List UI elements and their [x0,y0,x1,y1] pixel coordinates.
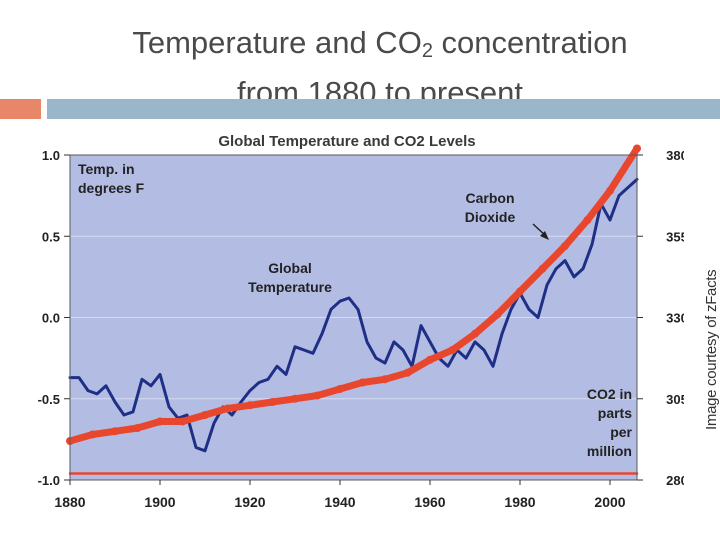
series-point [358,378,367,387]
y-right-tick-label: 305 [666,392,684,407]
y-left-tick-label: 0.0 [42,311,60,326]
annotation-global-temperature: Global [268,260,312,276]
series-point [471,329,479,338]
annotation-carbon-dioxide: Carbon [466,190,515,206]
series-point [538,264,547,273]
y-right-tick-label: 380 [666,148,684,163]
series-point [88,430,97,439]
accent-bar-orange [0,99,41,119]
annotation-arrowhead [540,231,549,240]
y-right-tick-label: 280 [666,473,684,488]
annotation-global-temperature: Temperature [248,279,332,295]
title-subscript: 2 [421,40,433,62]
series-point [561,242,569,250]
series-point [268,398,277,406]
y-left-tick-label: -1.0 [38,473,60,488]
series-point [336,385,344,393]
series-group [66,144,641,475]
y-right-tick-label: 330 [666,311,684,326]
chart-container: Global Temperature and CO2 Levels 1.0 0.5… [20,124,684,526]
series-point [201,411,209,419]
x-tick-label: 1880 [54,494,85,510]
series-point [426,355,434,364]
series-point [448,346,457,354]
credit-text: Image courtesy of zFacts [703,269,720,430]
series-point [403,368,412,377]
x-tick-label: 1940 [324,494,355,510]
series-point [111,427,119,436]
y-right-axis-label: per [610,424,632,440]
title-text-b: concentration [432,25,628,60]
x-tick-label: 1900 [144,494,175,510]
title-text-a: Temperature and CO [132,25,422,60]
series-line-1 [68,177,639,453]
y-right-axis-label: parts [598,405,632,421]
slide-title-line1: Temperature and CO2 concentration [60,22,700,72]
series-point [516,287,524,296]
series-point [178,417,187,426]
y-left-tick-label: 1.0 [42,148,60,163]
y-right-tick-label: 355 [666,229,684,244]
series-point [606,186,614,195]
y-left-tick-label: 0.5 [42,229,60,244]
series-point [291,394,299,403]
series-point [633,144,641,153]
x-tick-label: 2000 [594,494,625,510]
axes-group: 1.0 0.5 0.0 -0.5 -1.0 380 355 330 305 280 1880 1900… [38,148,684,510]
y-left-axis-label: degrees F [78,180,145,196]
chart-svg: Global Temperature and CO2 Levels 1.0 0.5… [20,124,684,526]
annotations-group: Temp. in degrees F CO2 in parts per million Ca… [78,161,633,459]
chart-title: Global Temperature and CO2 Levels [218,133,475,150]
x-tick-label: 1980 [504,494,535,510]
series-point [133,424,142,432]
y-left-tick-label: -0.5 [38,392,60,407]
series-point [381,375,389,384]
series-point [583,216,592,224]
series-point [313,391,322,400]
series-point [493,310,502,319]
series-point [246,401,254,410]
y-left-axis-label: Temp. in [78,161,135,177]
annotation-carbon-dioxide: Dioxide [465,209,516,225]
x-tick-label: 1960 [414,494,445,510]
series-point [156,417,164,426]
y-right-axis-label: million [587,443,632,459]
x-tick-label: 1920 [234,494,265,510]
accent-bar-blue [47,99,720,119]
y-right-axis-label: CO2 in [587,386,632,402]
slide-title: Temperature and CO2 concentration from 1… [60,22,700,114]
series-point [223,404,232,413]
